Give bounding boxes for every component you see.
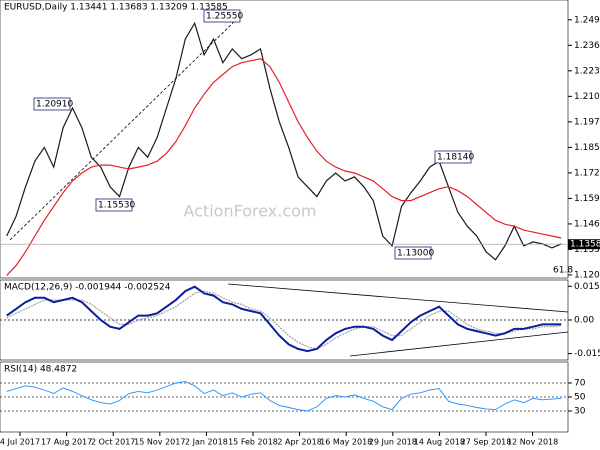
y-tick-label: 1.21090 xyxy=(574,92,600,102)
annotation-box xyxy=(95,198,133,212)
x-tick-label: 15 Nov 2017 xyxy=(134,438,185,447)
trend-line xyxy=(9,15,241,241)
last-price: 1.13585 xyxy=(570,240,600,250)
annotation: 1.20910 xyxy=(36,100,73,110)
annotation-box xyxy=(434,150,472,164)
y-tick-label: 1.14615 xyxy=(574,219,600,229)
series-line xyxy=(6,285,562,353)
x-tick-label: 12 Nov 2018 xyxy=(507,438,558,447)
annotation-box xyxy=(394,246,432,260)
y-tick-label: 1.12025 xyxy=(574,270,600,280)
annotation: 1.25550 xyxy=(206,12,243,22)
annotation-box xyxy=(33,97,71,111)
x-tick-label: 2 Apr 2018 xyxy=(277,438,321,447)
y-tick-label: 1.17205 xyxy=(574,168,600,178)
y-tick-label: 1.22385 xyxy=(574,66,600,76)
annotation-box xyxy=(203,9,241,23)
y-tick-label: 1.13320 xyxy=(574,245,600,255)
y-tick-label: 30 xyxy=(574,407,586,417)
series-line xyxy=(6,58,562,276)
y-tick-label: 1.15910 xyxy=(574,194,600,204)
x-tick-label: 2 Jan 2018 xyxy=(185,438,228,447)
price-panel xyxy=(0,0,569,279)
triangle-line xyxy=(349,331,569,357)
x-tick-label: 17 Aug 2017 xyxy=(41,438,92,447)
watermark: ActionForex.com xyxy=(183,202,316,221)
series-line xyxy=(6,381,562,412)
annotation: 61.8 xyxy=(553,266,573,276)
rsi-label: RSI(14) 48.4872 xyxy=(4,365,77,375)
triangle-line xyxy=(227,283,569,313)
x-tick-label: 16 May 2018 xyxy=(320,438,372,447)
x-tick-label: 29 Jun 2018 xyxy=(369,438,417,447)
y-tick-label: 0.015178 xyxy=(574,282,600,292)
y-tick-label: 1.18500 xyxy=(574,143,600,153)
x-tick-label: 2 Oct 2017 xyxy=(91,438,135,447)
x-tick-label: 15 Feb 2018 xyxy=(228,438,278,447)
x-tick-label: 4 Jul 2017 xyxy=(0,438,40,447)
y-tick-label: 1.23680 xyxy=(574,41,600,51)
macd-label: MACD(12,26,9) -0.001944 -0.002524 xyxy=(4,283,171,293)
y-tick-label: 0.00 xyxy=(574,316,594,326)
series-line xyxy=(6,290,562,350)
annotation: 1.15530 xyxy=(98,201,135,211)
annotation: 1.18140 xyxy=(437,153,474,163)
chart-title: EURUSD,Daily 1.13441 1.13683 1.13209 1.1… xyxy=(4,3,228,13)
y-tick-label: 50 xyxy=(574,393,586,403)
y-tick-label: 1.19795 xyxy=(574,117,600,127)
y-tick-label: 70 xyxy=(574,379,586,389)
annotation: 1.13000 xyxy=(397,249,434,259)
x-tick-label: 27 Sep 2018 xyxy=(461,438,512,447)
y-tick-label: -0.015126 xyxy=(574,349,600,359)
series-line xyxy=(6,21,562,261)
y-tick-label: 1.24975 xyxy=(574,15,600,25)
last-price-box xyxy=(568,239,600,250)
x-tick-label: 14 Aug 2018 xyxy=(414,438,465,447)
